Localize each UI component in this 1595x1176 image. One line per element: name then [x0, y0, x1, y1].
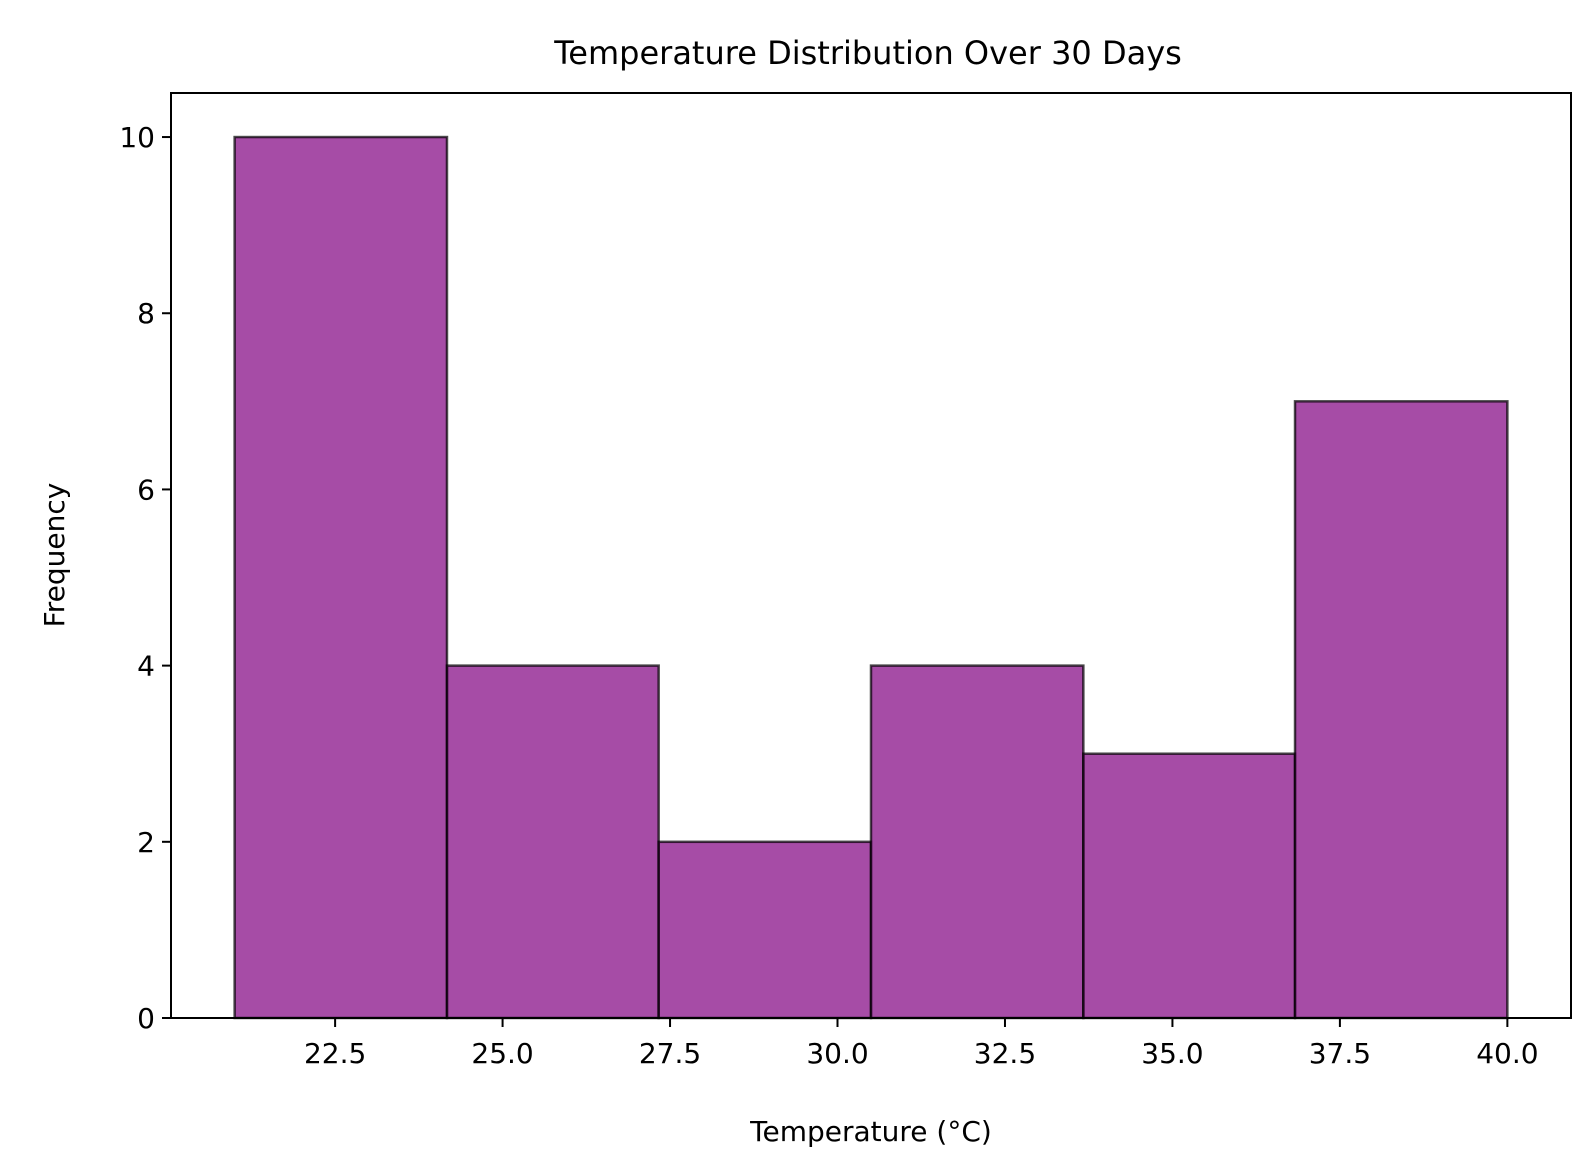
x-tick-label: 37.5 — [1309, 1037, 1371, 1070]
histogram-bar — [657, 840, 873, 1020]
y-tick-label: 0 — [137, 1002, 155, 1035]
plot-frame — [170, 92, 1572, 1019]
x-tick-label: 32.5 — [974, 1037, 1036, 1070]
y-tick-label: 4 — [137, 650, 155, 683]
x-tick-label: 30.0 — [806, 1037, 868, 1070]
x-tick-label: 22.5 — [304, 1037, 366, 1070]
y-tick-label: 8 — [137, 297, 155, 330]
histogram-bar — [869, 664, 1085, 1020]
x-tick-label: 35.0 — [1141, 1037, 1203, 1070]
x-tick-label: 40.0 — [1476, 1037, 1538, 1070]
y-axis-label: Frequency — [38, 483, 71, 628]
x-axis-label: Temperature (°C) — [749, 1115, 992, 1148]
y-axis-ticks: 0 2 4 6 8 10 — [119, 121, 171, 1035]
y-tick-label: 6 — [137, 473, 155, 506]
x-tick-label: 27.5 — [639, 1037, 701, 1070]
histogram-bar — [1293, 400, 1509, 1020]
histogram-bar — [1082, 752, 1297, 1020]
y-tick-label: 10 — [119, 121, 155, 154]
chart-title: Temperature Distribution Over 30 Days — [553, 34, 1182, 72]
histogram-bar — [233, 135, 449, 1020]
y-tick-label: 2 — [137, 826, 155, 859]
histogram-bar — [445, 664, 660, 1020]
x-tick-label: 25.0 — [471, 1037, 533, 1070]
bars-group — [233, 135, 1509, 1020]
x-axis-ticks: 22.5 25.0 27.5 30.0 32.5 35.0 37.5 40.0 — [304, 1018, 1539, 1070]
